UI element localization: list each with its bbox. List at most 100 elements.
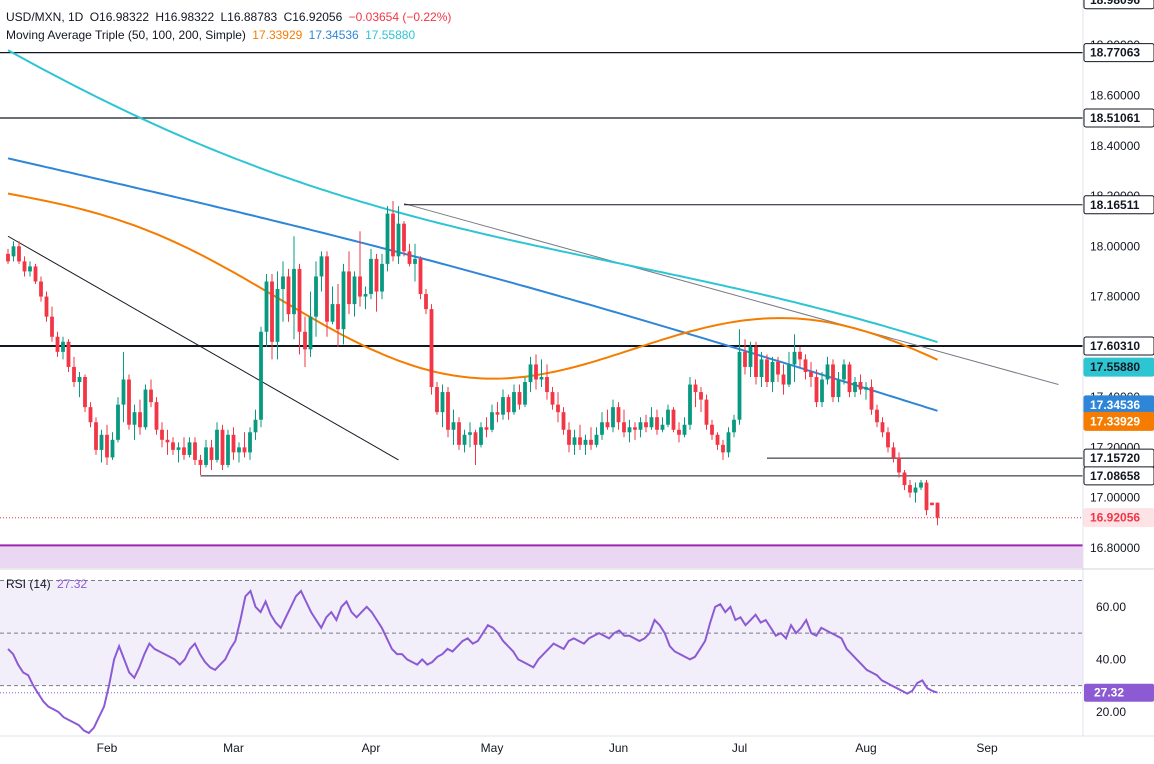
candle-body bbox=[589, 439, 593, 445]
candle-body bbox=[171, 442, 175, 450]
candle bbox=[776, 356, 780, 383]
candle bbox=[891, 442, 896, 463]
candle-body bbox=[275, 289, 280, 342]
rsi-tick-label: 20.00 bbox=[1096, 705, 1126, 719]
candle bbox=[231, 427, 236, 460]
ohlc-low: L16.88783 bbox=[220, 10, 278, 24]
candle bbox=[704, 394, 709, 430]
candle-body bbox=[457, 422, 461, 445]
rsi-legend-title[interactable]: RSI (14) bbox=[6, 577, 51, 591]
price-label-text: 17.60310 bbox=[1090, 339, 1140, 353]
candle-body bbox=[72, 366, 76, 383]
candle-body bbox=[242, 447, 247, 453]
time-tick-label: Aug bbox=[855, 741, 876, 755]
candle bbox=[539, 359, 544, 388]
candle-body bbox=[88, 407, 93, 423]
candle bbox=[413, 243, 417, 282]
candle-body bbox=[759, 359, 764, 377]
candle-body bbox=[253, 419, 258, 433]
candle-body bbox=[875, 409, 879, 423]
candle bbox=[649, 407, 654, 430]
candle bbox=[864, 382, 868, 400]
rsi-legend-value: 27.32 bbox=[57, 577, 88, 591]
candle bbox=[506, 394, 511, 420]
candle bbox=[875, 404, 879, 428]
candle bbox=[396, 206, 401, 264]
candle-body bbox=[369, 258, 373, 295]
candle-body bbox=[429, 309, 434, 388]
candle-body bbox=[149, 389, 153, 403]
candle bbox=[556, 392, 560, 423]
candle-body bbox=[688, 384, 692, 425]
ma-legend-title[interactable]: Moving Average Triple (50, 100, 200, Sim… bbox=[6, 28, 246, 42]
candle bbox=[204, 439, 208, 468]
candle-body bbox=[512, 392, 516, 413]
candle-body bbox=[792, 351, 797, 365]
candle bbox=[908, 480, 912, 498]
time-tick-label: Jun bbox=[609, 741, 628, 755]
candle bbox=[61, 336, 65, 360]
candle-body bbox=[666, 409, 670, 425]
candle bbox=[671, 407, 676, 433]
candle-body bbox=[655, 417, 659, 430]
candle bbox=[418, 256, 423, 300]
candle bbox=[627, 419, 632, 443]
candle-body bbox=[116, 404, 120, 440]
candle bbox=[572, 429, 577, 455]
candle bbox=[77, 371, 82, 398]
candle bbox=[781, 364, 786, 395]
candle bbox=[825, 356, 830, 385]
candle bbox=[248, 427, 252, 460]
symbol-label[interactable]: USD/MXN, 1D bbox=[6, 10, 84, 24]
candle-body bbox=[902, 472, 907, 486]
candle bbox=[242, 432, 247, 458]
candle bbox=[22, 256, 27, 277]
candle-body bbox=[462, 434, 467, 445]
price-label-text: 18.51061 bbox=[1090, 111, 1140, 125]
candle-body bbox=[534, 364, 538, 380]
candle bbox=[462, 429, 467, 453]
candle bbox=[528, 356, 533, 393]
candle bbox=[83, 374, 87, 413]
candle bbox=[105, 424, 109, 465]
candle-body bbox=[809, 371, 813, 377]
candle bbox=[380, 253, 384, 300]
candle bbox=[253, 409, 258, 440]
candle-body bbox=[110, 439, 115, 458]
price-tick-label: 17.80000 bbox=[1090, 290, 1140, 304]
candle-body bbox=[858, 382, 863, 390]
candle bbox=[666, 404, 670, 428]
candle bbox=[44, 291, 49, 322]
ma-legend: Moving Average Triple (50, 100, 200, Sim… bbox=[6, 28, 418, 42]
candle bbox=[479, 422, 483, 448]
candle bbox=[341, 263, 346, 345]
price-label-box bbox=[1083, 466, 1154, 486]
ohlc-open: O16.98322 bbox=[89, 10, 150, 24]
candle-body bbox=[886, 432, 890, 448]
candle bbox=[143, 384, 148, 430]
candle-body bbox=[468, 432, 472, 435]
candle-body bbox=[583, 439, 588, 445]
candle-body bbox=[121, 379, 126, 405]
candle bbox=[512, 384, 516, 415]
candle bbox=[534, 354, 538, 390]
candle bbox=[281, 261, 285, 322]
candle bbox=[385, 206, 390, 272]
candle-body bbox=[677, 429, 681, 435]
candle bbox=[110, 432, 115, 460]
candle-body bbox=[831, 364, 835, 398]
candle bbox=[198, 454, 203, 476]
price-label-text: 17.55880 bbox=[1090, 360, 1140, 374]
candle-body bbox=[490, 412, 494, 430]
candle bbox=[567, 422, 571, 453]
candle-body bbox=[649, 417, 654, 428]
candle-body bbox=[374, 258, 379, 292]
candle bbox=[655, 409, 659, 435]
candle bbox=[446, 387, 450, 438]
price-label-box bbox=[1083, 0, 1154, 10]
candle-body bbox=[484, 427, 489, 430]
candle-body bbox=[396, 223, 401, 257]
candle-body bbox=[435, 387, 439, 413]
candle bbox=[803, 354, 808, 380]
